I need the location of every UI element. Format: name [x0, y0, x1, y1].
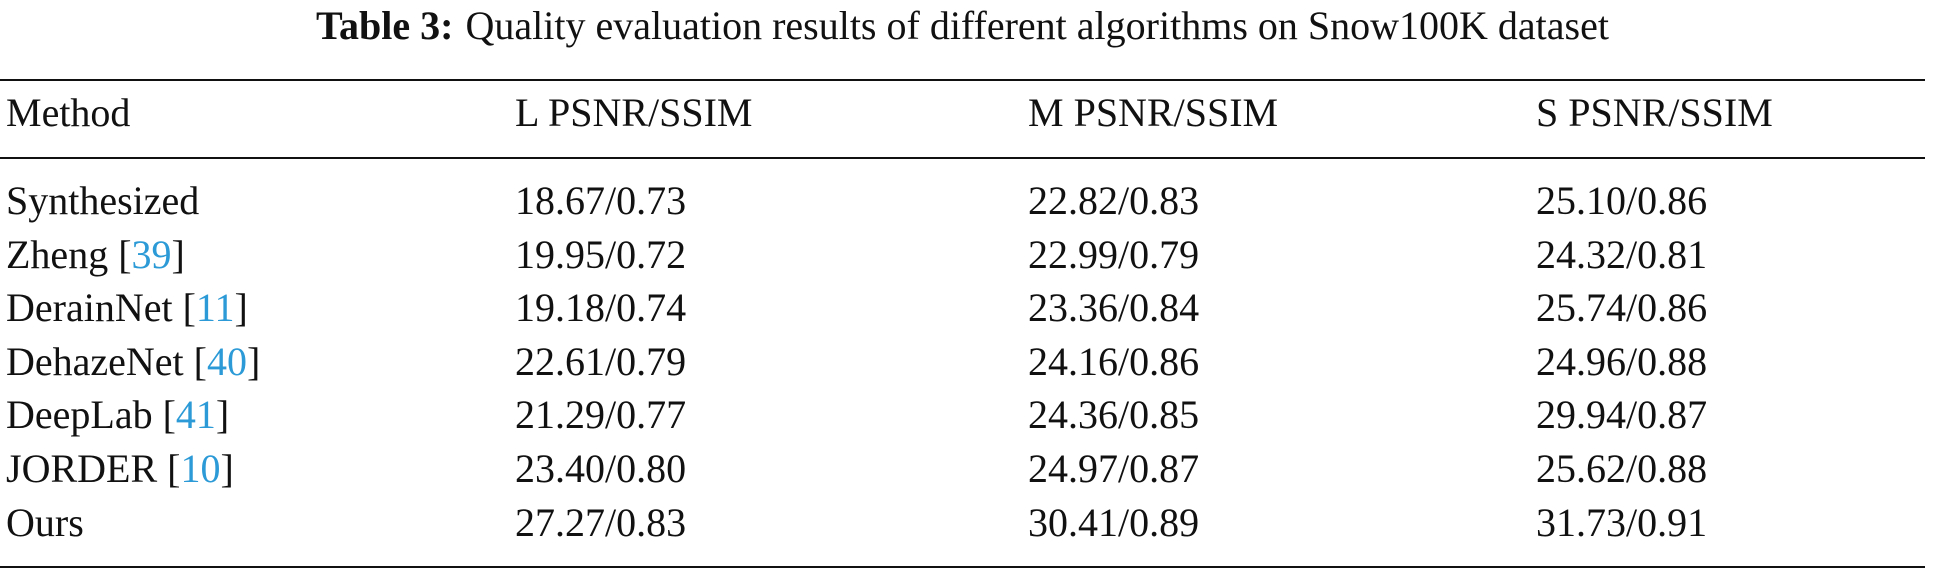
method-cell: DerainNet [11] [6, 284, 248, 332]
citation-bracket: ] [234, 285, 248, 331]
citation: 11 [195, 285, 235, 331]
method-cell: DeepLab [41] [6, 391, 229, 439]
value-cell: 24.32/0.81 [1536, 231, 1708, 277]
caption-label: Table 3: [316, 3, 454, 48]
citation: 40 [206, 338, 247, 384]
header-cell: M PSNR/SSIM [1028, 90, 1279, 135]
method-cell: Synthesized [6, 177, 199, 225]
value-cell: 31.73/0.91 [1536, 499, 1708, 545]
value-cell: 23.36/0.84 [1028, 285, 1200, 331]
caption: Table 3: Quality evaluation results of di… [0, 2, 1925, 49]
value-cell: 25.74/0.86 [1536, 285, 1708, 331]
citation-bracket: ] [171, 231, 185, 277]
citation-bracket: [ [162, 392, 176, 438]
method-cell: JORDER [10] [6, 445, 234, 493]
value-cell: 19.95/0.72 [515, 231, 687, 277]
value-cell: 21.29/0.77 [515, 392, 687, 438]
header-cell: Method [6, 90, 131, 135]
citation-bracket: ] [220, 446, 234, 491]
citation-bracket: [ [182, 285, 196, 331]
value-cell: 25.10/0.86 [1536, 178, 1708, 223]
mid-rule [0, 157, 1925, 159]
value-cell: 22.61/0.79 [515, 338, 687, 384]
citation-bracket: [ [167, 446, 181, 491]
caption-text: Quality evaluation results of different … [465, 3, 1609, 48]
value-cell: 24.96/0.88 [1536, 338, 1708, 384]
method-name: DeepLab [6, 392, 153, 438]
method-name: DehazeNet [6, 338, 184, 384]
bottom-rule [0, 566, 1925, 568]
value-cell: 30.41/0.89 [1028, 499, 1200, 545]
value-cell: 23.40/0.80 [515, 446, 687, 491]
citation-bracket: ] [215, 392, 230, 438]
value-cell: 24.36/0.85 [1028, 392, 1200, 438]
value-cell: 27.27/0.83 [515, 499, 687, 545]
value-cell: 19.18/0.74 [515, 285, 687, 331]
header-cell: S PSNR/SSIM [1536, 90, 1773, 135]
value-cell: 22.99/0.79 [1028, 231, 1200, 277]
top-rule [0, 79, 1925, 81]
method-name: Ours [6, 499, 84, 545]
value-cell: 22.82/0.83 [1028, 178, 1200, 223]
value-cell: 29.94/0.87 [1536, 392, 1708, 438]
method-name: Zheng [6, 231, 109, 277]
citation-bracket: [ [193, 338, 207, 384]
method-cell: Zheng [39] [6, 231, 185, 279]
citation-bracket: ] [246, 338, 261, 384]
value-cell: 18.67/0.73 [515, 178, 687, 223]
citation-bracket: [ [118, 231, 132, 277]
method-name: Synthesized [6, 178, 200, 223]
method-cell: Ours [6, 499, 84, 547]
method-name: JORDER [6, 446, 158, 491]
header-cell: L PSNR/SSIM [515, 90, 753, 135]
value-cell: 24.16/0.86 [1028, 338, 1200, 384]
method-cell: DehazeNet [40] [6, 338, 260, 386]
citation: 41 [175, 392, 216, 438]
citation: 39 [131, 231, 172, 277]
value-cell: 25.62/0.88 [1536, 446, 1708, 491]
value-cell: 24.97/0.87 [1028, 446, 1200, 491]
method-name: DerainNet [6, 285, 173, 331]
citation: 10 [180, 446, 221, 491]
